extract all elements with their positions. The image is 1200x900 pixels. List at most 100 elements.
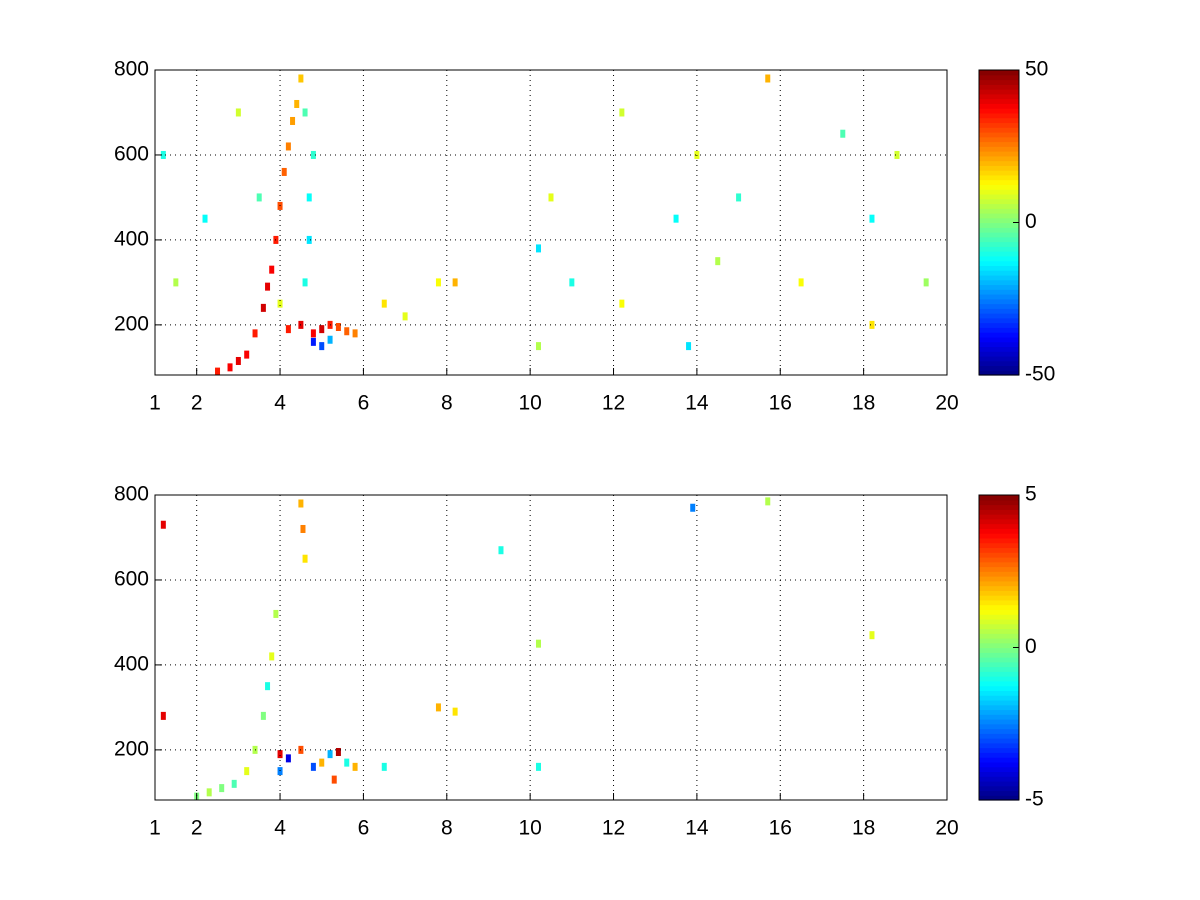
heatmap-cell: [452, 278, 458, 287]
y-tick-label: 600: [114, 143, 149, 166]
heatmap-cell: [694, 150, 700, 159]
colorbar-segment: [979, 170, 1019, 176]
colorbar-segment: [979, 671, 1019, 677]
colorbar-segment: [979, 738, 1019, 744]
heatmap-cell: [310, 329, 316, 338]
colorbar-segment: [979, 203, 1019, 209]
x-tick-label: 4: [274, 817, 286, 840]
colorbar-segment: [979, 604, 1019, 610]
heatmap-cell: [535, 342, 541, 351]
colorbar-segment: [979, 370, 1019, 376]
colorbar-segment: [979, 184, 1019, 190]
heatmap-cell: [310, 150, 316, 159]
colorbar-segment: [979, 757, 1019, 763]
colorbar-segment: [979, 93, 1019, 100]
heatmap-cell: [285, 325, 291, 334]
y-tick-label: 600: [114, 568, 149, 591]
heatmap-cell: [206, 788, 212, 797]
heatmap-cell: [798, 278, 804, 287]
colorbar-segment: [979, 685, 1019, 691]
heatmap-cell: [252, 329, 258, 338]
colorbar-segment: [979, 509, 1019, 515]
heatmap-cell: [306, 193, 312, 202]
x-tick-label: 6: [358, 392, 370, 415]
heatmap-cell: [277, 750, 283, 759]
heatmap-cell: [298, 74, 304, 83]
colorbar-tick-label: 5: [1025, 483, 1037, 506]
heatmap-cell: [227, 363, 233, 372]
heatmap-cell: [381, 762, 387, 771]
colorbar-segment: [979, 360, 1019, 367]
heatmap-cell: [569, 278, 575, 287]
colorbar-segment: [979, 647, 1019, 653]
colorbar-segment: [979, 317, 1019, 324]
heatmap-cell: [277, 299, 283, 308]
heatmap-cell: [300, 524, 306, 533]
colorbar-tick-label: 50: [1025, 58, 1048, 81]
colorbar-segment: [979, 341, 1019, 348]
heatmap-cell: [869, 320, 875, 329]
colorbar-segment: [979, 666, 1019, 672]
heatmap-cell: [765, 497, 771, 506]
heatmap-cell: [281, 167, 287, 176]
heatmap-cell: [285, 754, 291, 763]
colorbar-segment: [979, 222, 1019, 228]
colorbar-segment: [979, 346, 1019, 352]
colorbar-segment: [979, 537, 1019, 544]
heatmap-cell: [840, 129, 846, 138]
colorbar-segment: [979, 628, 1019, 634]
colorbar-segment: [979, 514, 1019, 520]
heatmap-cell: [273, 609, 279, 618]
x-tick-label: 2: [191, 817, 203, 840]
heatmap-cell: [160, 150, 166, 159]
x-tick-label: 12: [602, 392, 625, 415]
colorbar-segment: [979, 241, 1019, 247]
y-tick-label: 800: [114, 58, 149, 81]
colorbar-segment: [979, 260, 1019, 266]
colorbar-segment: [979, 322, 1019, 328]
x-tick-label: 10: [518, 817, 541, 840]
colorbar-segment: [979, 652, 1019, 658]
heatmap-cell: [160, 711, 166, 720]
y-tick-label: 400: [114, 227, 149, 250]
heatmap-cell: [894, 150, 900, 159]
heatmap-cell: [344, 327, 350, 336]
heatmap-cell: [535, 639, 541, 648]
colorbar-segment: [979, 336, 1019, 343]
heatmap-cell: [219, 784, 225, 793]
colorbar-tick-label: 0: [1025, 210, 1037, 233]
colorbar-tick-label: -50: [1025, 363, 1055, 386]
x-tick-label: 10: [518, 392, 541, 415]
colorbar-segment: [979, 227, 1019, 233]
heatmap-cell: [265, 282, 271, 291]
colorbar-segment: [979, 714, 1019, 720]
x-tick-label: 20: [935, 817, 958, 840]
heatmap-cell: [344, 758, 350, 767]
heatmap-cell: [215, 367, 221, 375]
colorbar-segment: [979, 614, 1019, 620]
heatmap-cell: [260, 303, 266, 312]
colorbar-tick-label: -5: [1025, 788, 1044, 811]
heatmap-cell: [690, 503, 696, 512]
x-tick-label: 2: [191, 392, 203, 415]
colorbar-segment: [979, 146, 1019, 152]
colorbar-segment: [979, 618, 1019, 625]
colorbar-segment: [979, 609, 1019, 615]
colorbar-segment: [979, 766, 1019, 773]
heatmap-cell: [715, 257, 721, 266]
heatmap-cell: [619, 108, 625, 117]
colorbar-segment: [979, 571, 1019, 577]
colorbar-segment: [979, 780, 1019, 787]
x-tick-label: 8: [441, 817, 453, 840]
colorbar-segment: [979, 623, 1019, 630]
colorbar-segment: [979, 785, 1019, 792]
heatmap-cell: [869, 214, 875, 223]
heatmap-cell: [319, 342, 325, 351]
colorbar-segment: [979, 127, 1019, 133]
colorbar-segment: [979, 552, 1019, 558]
colorbar-segment: [979, 695, 1019, 701]
colorbar-segment: [979, 174, 1019, 181]
colorbar-segment: [979, 198, 1019, 205]
heatmap-cell: [327, 750, 333, 759]
heatmap-cell: [435, 278, 441, 287]
